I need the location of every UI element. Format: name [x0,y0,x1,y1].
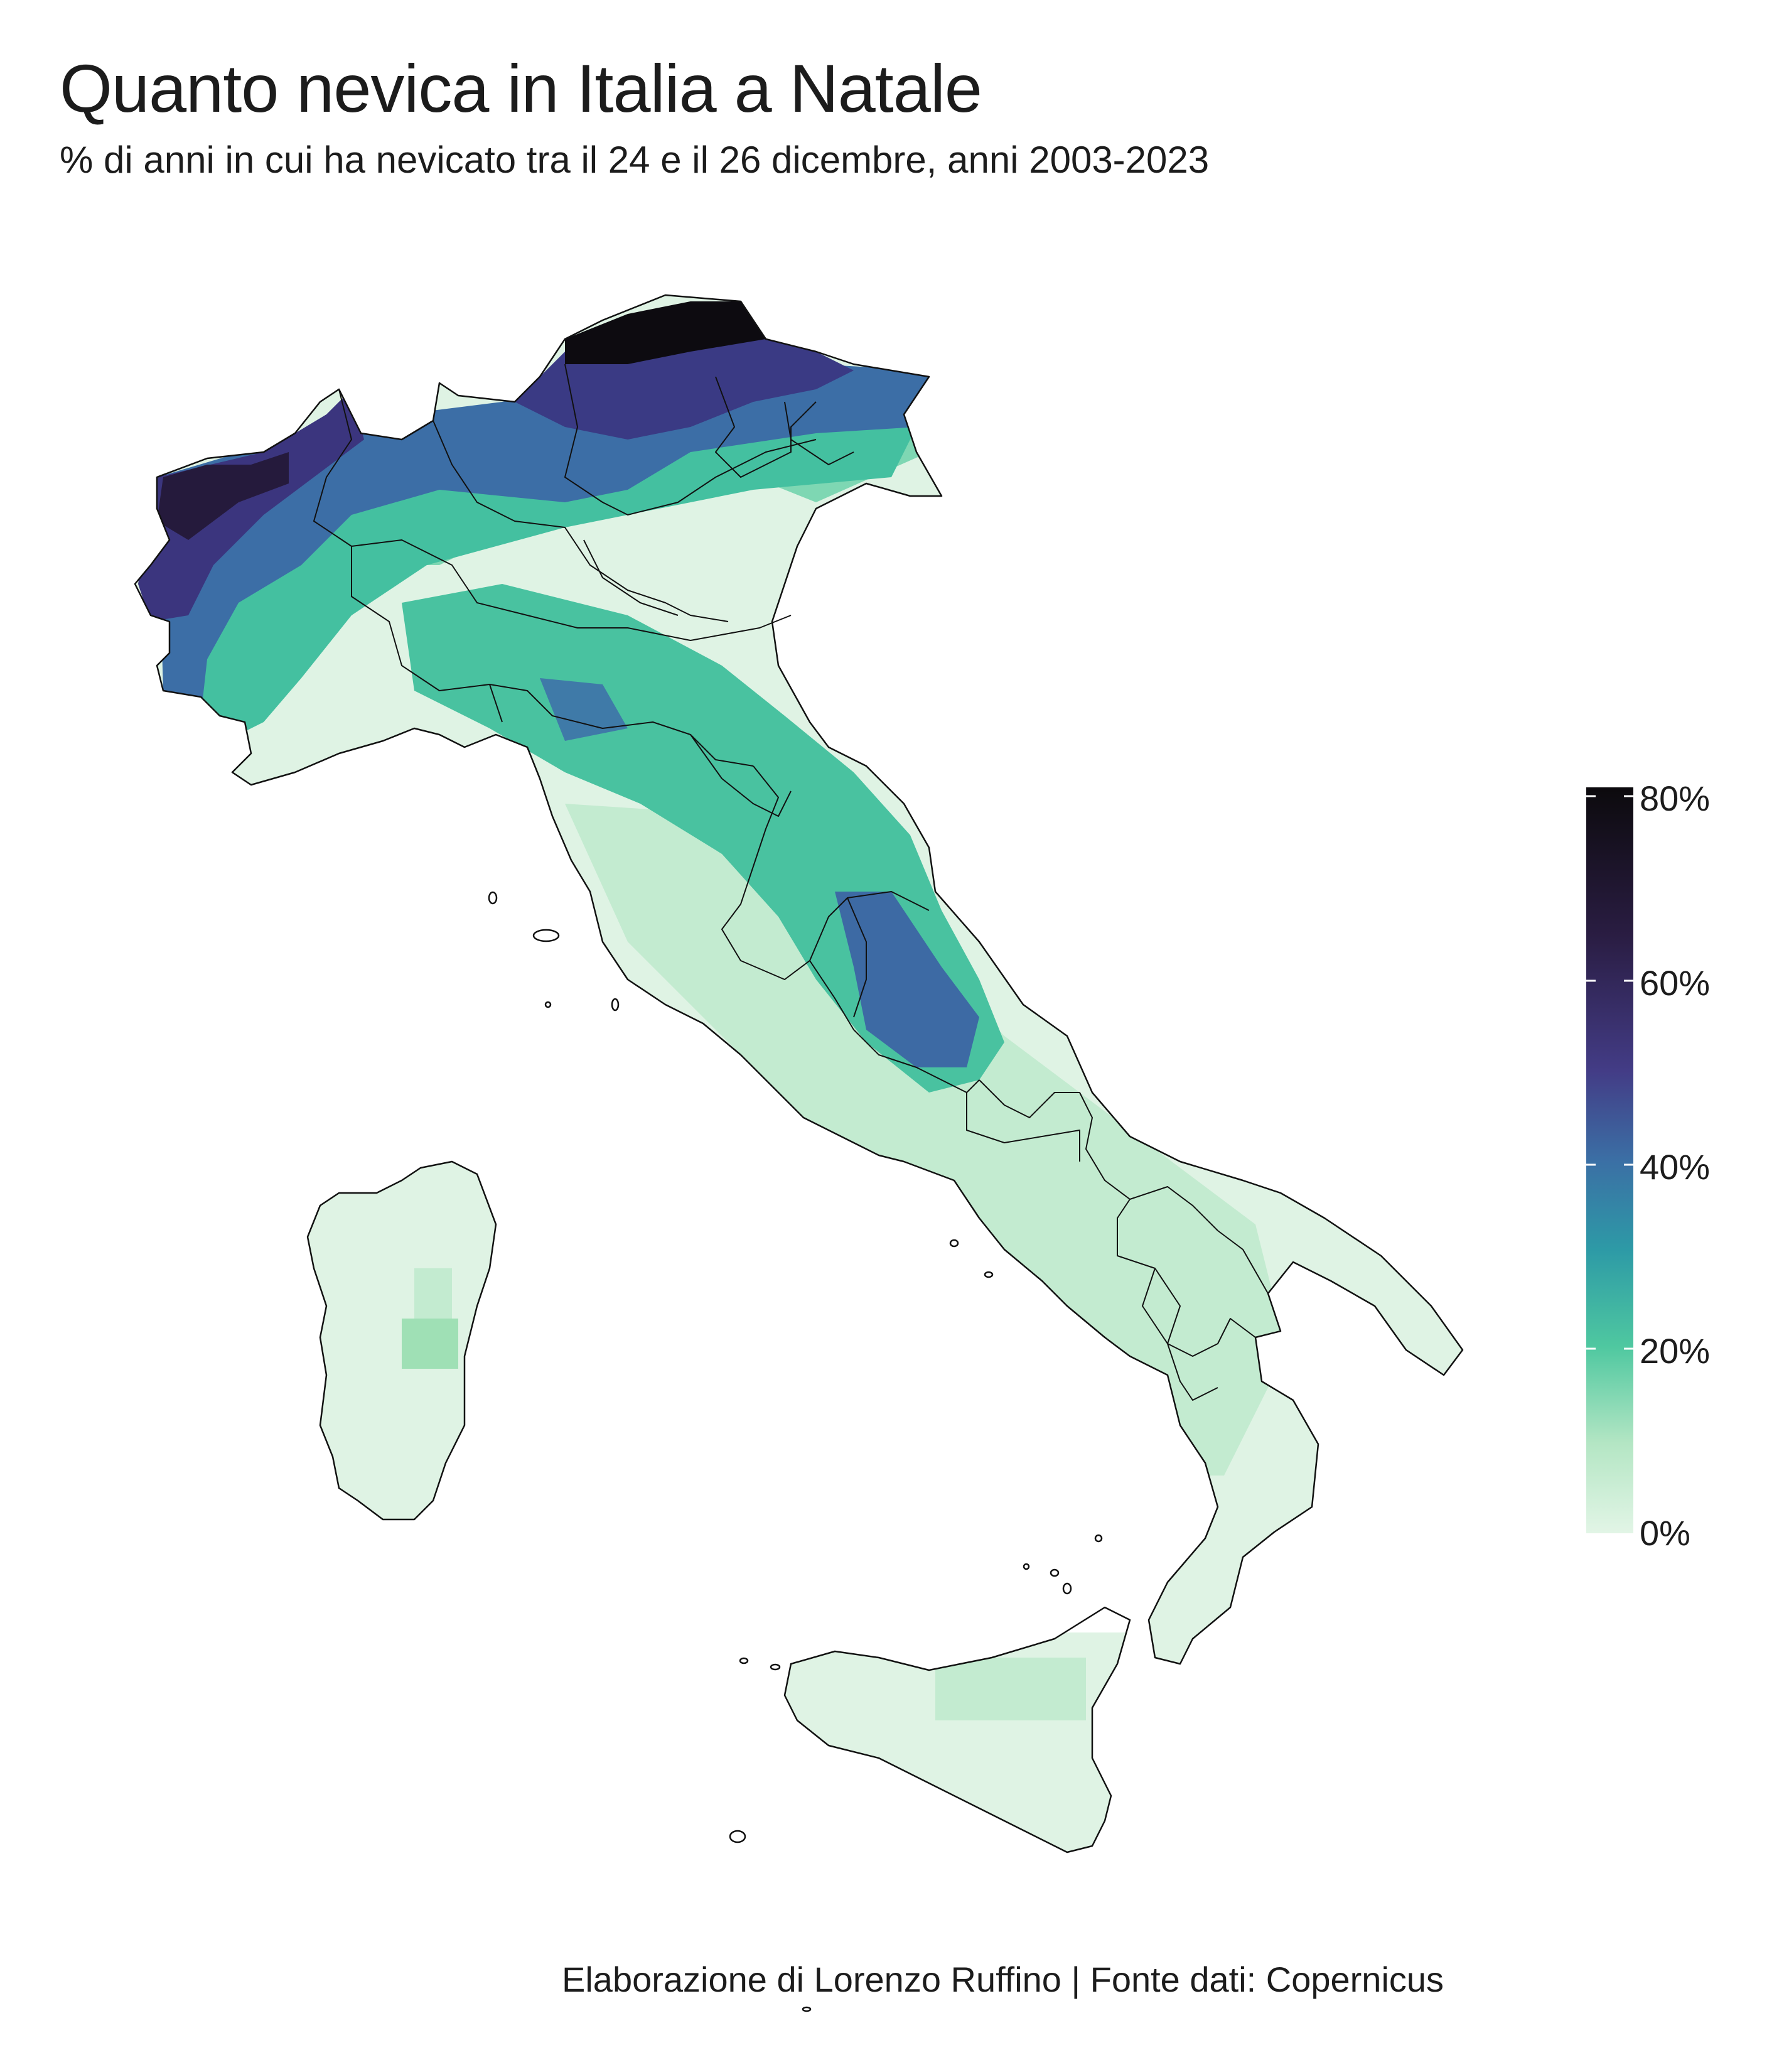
legend-tick-20: 20% [1640,1331,1711,1371]
sicily-raster [785,1632,1130,1852]
legend-tick-0: 0% [1640,1513,1690,1553]
legend-tick-40: 40% [1640,1147,1711,1187]
legend-tick-80: 80% [1640,779,1711,818]
legend-tick-60: 60% [1640,963,1711,1003]
coastline [134,294,1464,2012]
chart-title: Quanto nevica in Italia a Natale [60,50,982,126]
sardinia-raster [308,1162,496,1519]
legend-colorbar [1586,787,1633,1533]
mainland-raster [135,295,1463,1664]
chart-subtitle: % di anni in cui ha nevicato tra il 24 e… [60,139,1210,181]
color-legend [1586,787,1633,1533]
regional-borders [313,364,1269,1401]
source-caption: Elaborazione di Lorenzo Ruffino | Fonte … [562,1960,1444,1999]
